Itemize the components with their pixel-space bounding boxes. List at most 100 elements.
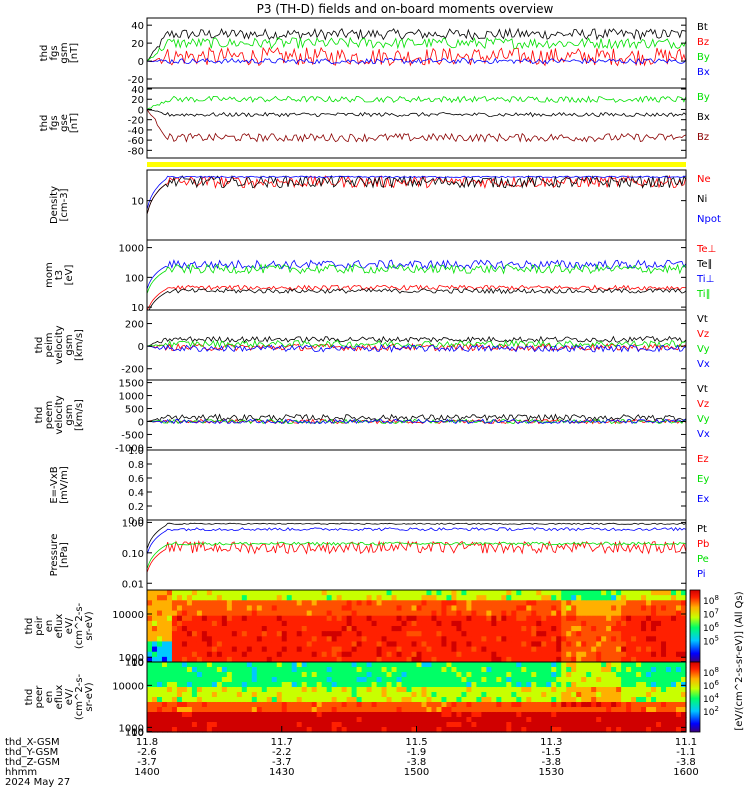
heatmap-cell — [306, 631, 313, 637]
heatmap-cell — [566, 646, 572, 653]
heatmap-cell — [346, 600, 353, 607]
heatmap-cell — [536, 620, 542, 627]
heatmap-cell — [251, 620, 258, 627]
heatmap-cell — [401, 712, 408, 718]
heatmap-cell — [486, 677, 492, 683]
heatmap-cell — [326, 662, 333, 668]
heatmap-cell — [471, 620, 477, 627]
heatmap-cell — [526, 697, 532, 703]
heatmap-cell — [656, 641, 662, 648]
heatmap-cell — [386, 702, 393, 708]
heatmap-cell — [646, 672, 652, 678]
heatmap-cell — [271, 595, 278, 601]
heatmap-cell — [581, 590, 587, 596]
series-line-Vt — [146, 335, 687, 347]
heatmap-cell — [201, 620, 208, 627]
heatmap-cell — [291, 697, 298, 703]
heatmap-cell — [541, 651, 547, 658]
heatmap-cell — [581, 677, 587, 683]
chart-title: P3 (TH-D) fields and on-board moments ov… — [257, 2, 554, 16]
y-axis-label: peim — [44, 332, 55, 357]
heatmap-cell — [451, 707, 458, 713]
heatmap-cell — [511, 641, 517, 648]
heatmap-cell — [456, 595, 463, 601]
heatmap-cell — [391, 692, 398, 698]
heatmap-cell — [621, 702, 627, 708]
heatmap-cell — [401, 620, 408, 627]
heatmap-cell — [516, 610, 522, 617]
heatmap-cell — [606, 646, 612, 653]
heatmap-cell — [676, 651, 682, 658]
heatmap-cell — [236, 677, 243, 683]
heatmap-cell — [176, 656, 183, 663]
heatmap-cell — [481, 615, 487, 622]
heatmap-cell — [441, 697, 448, 703]
heatmap-cell — [576, 636, 582, 643]
heatmap-cell — [481, 646, 487, 653]
heatmap-cell — [271, 600, 278, 607]
heatmap-cell — [366, 667, 373, 673]
heatmap-cell — [626, 697, 632, 703]
heatmap-cell — [626, 692, 632, 698]
heatmap-cell — [446, 682, 453, 688]
heatmap-cell — [451, 712, 458, 718]
heatmap-cell — [626, 677, 632, 683]
heatmap-cell — [341, 687, 348, 693]
heatmap-cell — [611, 662, 617, 668]
heatmap-cell — [466, 692, 472, 698]
heatmap-cell — [196, 615, 203, 622]
heatmap-cell — [201, 702, 208, 708]
heatmap-cell — [561, 641, 567, 648]
heatmap-cell — [411, 662, 418, 668]
heatmap-cell — [266, 692, 273, 698]
heatmap-cell — [156, 636, 163, 643]
heatmap-cell — [271, 722, 278, 728]
heatmap-cell — [436, 712, 443, 718]
heatmap-cell — [241, 615, 248, 622]
heatmap-cell — [541, 636, 547, 643]
heatmap-cell — [516, 717, 522, 723]
heatmap-cell — [496, 590, 502, 596]
heatmap-cell — [641, 610, 647, 617]
x-tick-label: 11.1 — [675, 737, 697, 748]
heatmap-cell — [266, 667, 273, 673]
heatmap-cell — [246, 662, 253, 668]
heatmap-cell — [511, 697, 517, 703]
heatmap-cell — [391, 590, 398, 596]
heatmap-cell — [656, 646, 662, 653]
heatmap-cell — [231, 697, 238, 703]
heatmap-cell — [366, 636, 373, 643]
heatmap-cell — [196, 707, 203, 713]
heatmap-cell — [541, 722, 547, 728]
heatmap-cell — [266, 727, 273, 733]
heatmap-cell — [251, 656, 258, 663]
heatmap-cell — [581, 707, 587, 713]
heatmap-cell — [186, 626, 193, 632]
heatmap-cell — [316, 697, 323, 703]
heatmap-cell — [381, 610, 388, 617]
heatmap-cell — [431, 662, 438, 668]
heatmap-cell — [631, 620, 637, 627]
heatmap-cell — [356, 662, 363, 668]
heatmap-cell — [147, 667, 153, 673]
heatmap-cell — [331, 717, 338, 723]
heatmap-cell — [301, 667, 308, 673]
heatmap-cell — [306, 722, 313, 728]
heatmap-cell — [586, 687, 592, 693]
heatmap-cell — [636, 590, 642, 596]
heatmap-cell — [451, 727, 458, 733]
heatmap-cell — [231, 641, 238, 648]
heatmap-cell — [496, 712, 502, 718]
heatmap-cell — [341, 646, 348, 653]
heatmap-cell — [541, 615, 547, 622]
heatmap-cell — [331, 722, 338, 728]
heatmap-cell — [151, 707, 158, 713]
x-tick-label: -2.6 — [137, 747, 157, 758]
heatmap-cell — [251, 651, 258, 658]
heatmap-cell — [166, 590, 173, 596]
heatmap-cell — [481, 672, 487, 678]
heatmap-cell — [631, 677, 637, 683]
heatmap-cell — [481, 656, 487, 663]
y-tick-label: 1500 — [119, 379, 144, 390]
